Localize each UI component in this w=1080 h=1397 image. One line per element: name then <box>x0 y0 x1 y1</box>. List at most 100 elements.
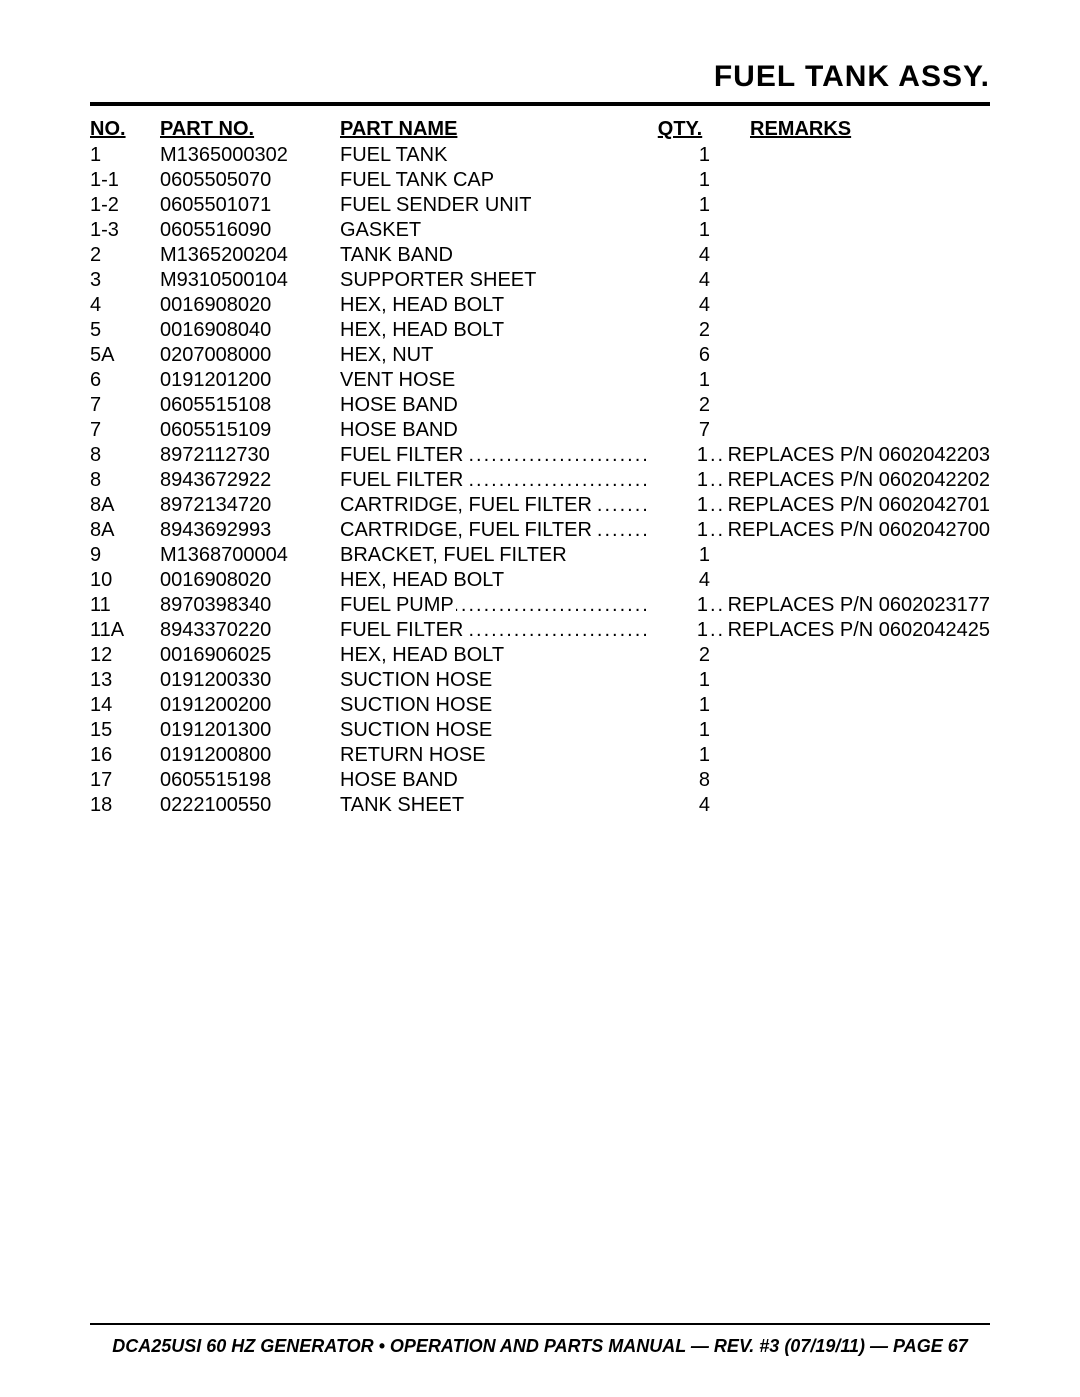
table-row: 60191201200VENT HOSE1 <box>90 368 990 393</box>
cell-partname: HEX, HEAD BOLT <box>340 568 650 593</box>
cell-qty: 1 <box>650 443 710 468</box>
cell-qty: 1 <box>650 468 710 493</box>
table-row: 50016908040HEX, HEAD BOLT2 <box>90 318 990 343</box>
table-row: 8A8943692993CARTRIDGE, FUEL FILTER1REPLA… <box>90 518 990 543</box>
cell-partname: CARTRIDGE, FUEL FILTER <box>340 518 650 543</box>
cell-remarks <box>710 418 990 443</box>
cell-partname: FUEL TANK <box>340 143 650 168</box>
cell-partname: RETURN HOSE <box>340 743 650 768</box>
cell-partno: 8943672922 <box>160 468 340 493</box>
cell-qty: 1 <box>650 193 710 218</box>
cell-no: 8 <box>90 443 160 468</box>
cell-partname: HEX, HEAD BOLT <box>340 643 650 668</box>
cell-no: 18 <box>90 793 160 818</box>
cell-qty: 2 <box>650 643 710 668</box>
cell-partno: 0605516090 <box>160 218 340 243</box>
cell-qty: 1 <box>650 493 710 518</box>
cell-qty: 1 <box>650 368 710 393</box>
cell-no: 8 <box>90 468 160 493</box>
cell-partno: 0605501071 <box>160 193 340 218</box>
cell-no: 16 <box>90 743 160 768</box>
table-row: 11A8943370220FUEL FILTER1REPLACES P/N 06… <box>90 618 990 643</box>
cell-remarks <box>710 243 990 268</box>
cell-remarks <box>710 143 990 168</box>
cell-partno: 8970398340 <box>160 593 340 618</box>
cell-partname: FUEL FILTER <box>340 468 650 493</box>
cell-no: 1-1 <box>90 168 160 193</box>
cell-remarks <box>710 268 990 293</box>
cell-partno: 0605515108 <box>160 393 340 418</box>
cell-no: 2 <box>90 243 160 268</box>
cell-remarks: REPLACES P/N 0602042700 <box>710 518 990 543</box>
cell-partno: 0605515198 <box>160 768 340 793</box>
cell-partno: 0605505070 <box>160 168 340 193</box>
header-qty: QTY. <box>650 116 710 143</box>
cell-partno: M9310500104 <box>160 268 340 293</box>
table-row: 70605515109HOSE BAND7 <box>90 418 990 443</box>
cell-no: 12 <box>90 643 160 668</box>
parts-table: NO. PART NO. PART NAME QTY. REMARKS 1 M13… <box>90 116 990 818</box>
page-title: FUEL TANK ASSY. <box>90 60 990 106</box>
cell-remarks <box>710 318 990 343</box>
cell-remarks <box>710 168 990 193</box>
cell-partname: TANK SHEET <box>340 793 650 818</box>
cell-partno: M1368700004 <box>160 543 340 568</box>
cell-partno: M1365200204 <box>160 243 340 268</box>
cell-qty: 1 <box>650 693 710 718</box>
cell-partno: 0016908020 <box>160 568 340 593</box>
cell-partname: FUEL FILTER <box>340 618 650 643</box>
cell-qty: 4 <box>650 243 710 268</box>
cell-qty: 4 <box>650 293 710 318</box>
cell-remarks: REPLACES P/N 0602042202 <box>710 468 990 493</box>
cell-remarks: REPLACES P/N 0602042425 <box>710 618 990 643</box>
cell-remarks <box>710 393 990 418</box>
cell-no: 5 <box>90 318 160 343</box>
cell-no: 4 <box>90 293 160 318</box>
table-body: 1M1365000302FUEL TANK11-10605505070FUEL … <box>90 143 990 818</box>
cell-no: 15 <box>90 718 160 743</box>
cell-partno: 8972134720 <box>160 493 340 518</box>
cell-partname: SUCTION HOSE <box>340 693 650 718</box>
table-row: 8A8972134720CARTRIDGE, FUEL FILTER1REPLA… <box>90 493 990 518</box>
cell-no: 1-3 <box>90 218 160 243</box>
table-row: 88943672922FUEL FILTER1REPLACES P/N 0602… <box>90 468 990 493</box>
cell-remarks <box>710 343 990 368</box>
cell-qty: 1 <box>650 718 710 743</box>
cell-partno: 0191200330 <box>160 668 340 693</box>
table-row: 160191200800RETURN HOSE1 <box>90 743 990 768</box>
cell-qty: 2 <box>650 393 710 418</box>
cell-no: 11 <box>90 593 160 618</box>
cell-qty: 1 <box>650 593 710 618</box>
cell-remarks: REPLACES P/N 0602042203 <box>710 443 990 468</box>
cell-remarks <box>710 218 990 243</box>
table-row: 140191200200SUCTION HOSE1 <box>90 693 990 718</box>
cell-remarks <box>710 793 990 818</box>
header-remarks: REMARKS <box>710 116 990 143</box>
cell-no: 7 <box>90 393 160 418</box>
cell-qty: 6 <box>650 343 710 368</box>
cell-partno: 0016908020 <box>160 293 340 318</box>
header-partname: PART NAME <box>340 116 650 143</box>
cell-remarks: REPLACES P/N 0602023177 <box>710 593 990 618</box>
cell-no: 3 <box>90 268 160 293</box>
cell-no: 10 <box>90 568 160 593</box>
table-row: 2M1365200204TANK BAND4 <box>90 243 990 268</box>
table-header-row: NO. PART NO. PART NAME QTY. REMARKS <box>90 116 990 143</box>
cell-qty: 2 <box>650 318 710 343</box>
cell-remarks <box>710 718 990 743</box>
cell-partno: 8943692993 <box>160 518 340 543</box>
cell-remarks <box>710 743 990 768</box>
table-row: 118970398340FUEL PUMP1REPLACES P/N 06020… <box>90 593 990 618</box>
cell-qty: 4 <box>650 568 710 593</box>
cell-partno: 0016906025 <box>160 643 340 668</box>
cell-qty: 1 <box>650 143 710 168</box>
cell-no: 1-2 <box>90 193 160 218</box>
cell-partno: 0191201200 <box>160 368 340 393</box>
table-row: 1-30605516090GASKET1 <box>90 218 990 243</box>
cell-no: 17 <box>90 768 160 793</box>
cell-partno: 0191201300 <box>160 718 340 743</box>
cell-no: 7 <box>90 418 160 443</box>
cell-partname: FUEL TANK CAP <box>340 168 650 193</box>
cell-partno: 0222100550 <box>160 793 340 818</box>
cell-no: 9 <box>90 543 160 568</box>
